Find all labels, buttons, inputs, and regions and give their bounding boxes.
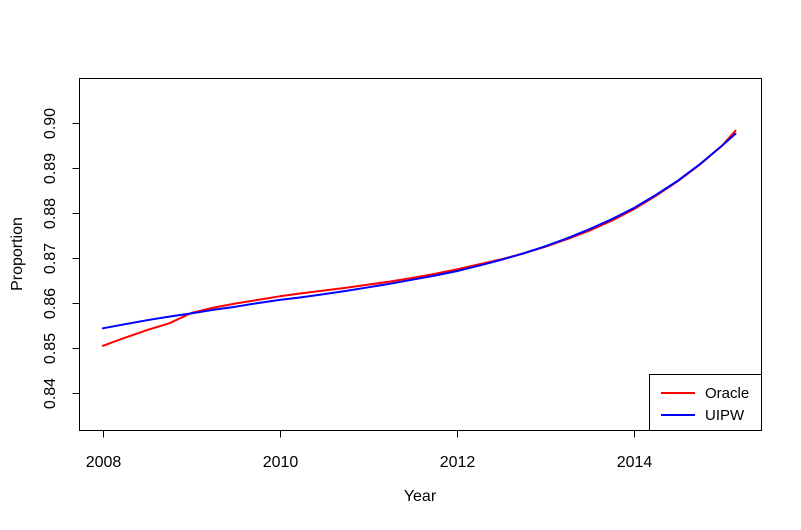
series-lines [101,129,737,347]
y-axis-title: Proportion [9,217,26,291]
y-axis: 0.84 0.85 0.86 0.87 0.88 0.89 0.90 [42,108,80,409]
legend: Oracle UIPW [649,374,762,431]
x-tick-label: 2010 [263,454,299,471]
oracle-series-line [101,129,737,347]
y-tick-label: 0.88 [42,198,59,229]
legend-box [649,374,762,431]
x-tick-label: 2012 [440,454,476,471]
x-axis-title: Year [404,488,437,505]
uipw-series-line [101,132,737,330]
y-tick-label: 0.90 [42,108,59,139]
x-tick-label: 2008 [86,454,122,471]
x-tick-label: 2014 [617,454,653,471]
y-tick-label: 0.89 [42,153,59,184]
x-axis: 2008 2010 2012 2014 [86,430,653,471]
plot-border [79,78,762,431]
y-tick-label: 0.86 [42,288,59,319]
legend-oracle-label: Oracle [705,385,749,402]
y-tick-label: 0.85 [42,333,59,364]
y-tick-label: 0.87 [42,243,59,274]
legend-uipw-label: UIPW [705,407,745,424]
y-tick-label: 0.84 [42,378,59,409]
